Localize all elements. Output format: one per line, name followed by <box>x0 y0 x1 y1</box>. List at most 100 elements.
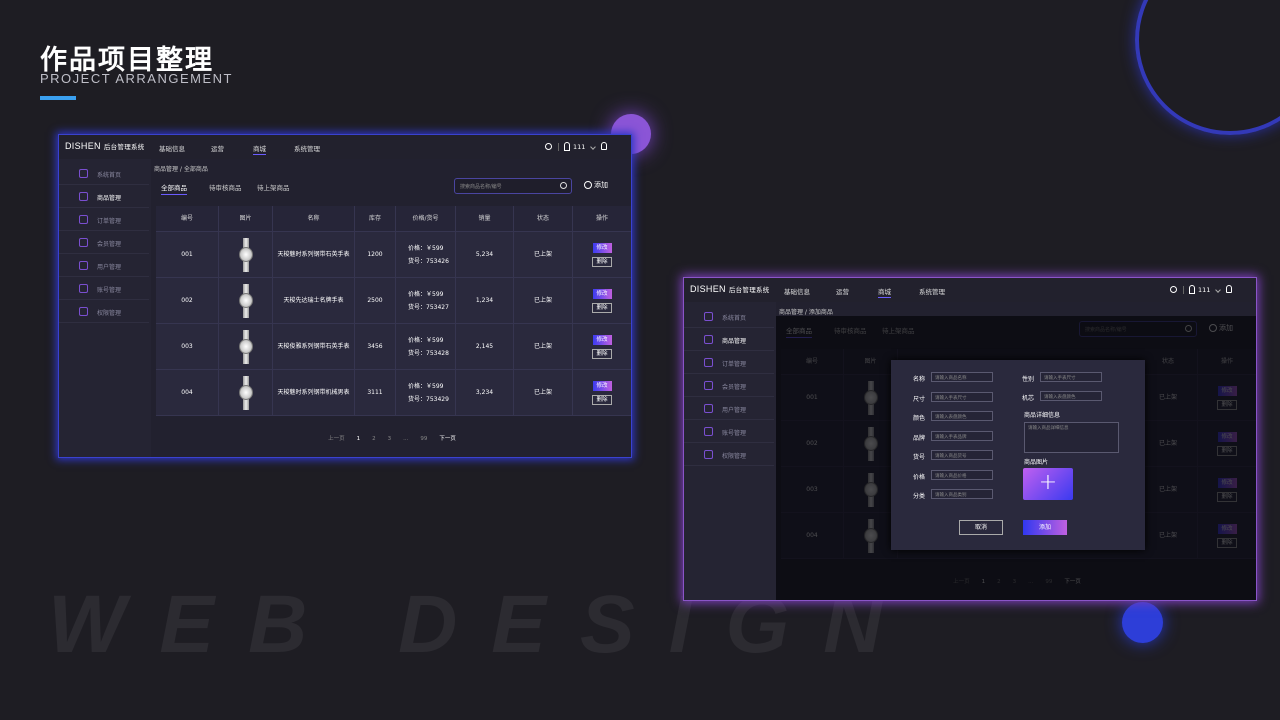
submit-button[interactable]: 添加 <box>1023 520 1067 535</box>
cell: 2500 <box>355 278 396 323</box>
field-input-4[interactable]: 请输入商品货号 <box>931 450 993 460</box>
cell: 002 <box>156 278 219 323</box>
field-input-2[interactable]: 请输入表盘颜色 <box>931 411 993 421</box>
user-name[interactable]: 111 <box>573 143 586 151</box>
field-input-5[interactable]: 请输入商品价格 <box>931 469 993 480</box>
cell: 价格：￥599 货号：753428 <box>396 324 456 369</box>
sidebar: 系统首页 商品管理 订单管理 会员管理 用户管理 账号管理 权限管理 <box>684 302 774 600</box>
detail-textarea[interactable]: 请输入商品详细信息 <box>1024 422 1119 453</box>
watch-image <box>238 375 253 410</box>
user-icon <box>79 261 88 270</box>
product-id: 004 <box>181 389 193 396</box>
edit-button[interactable]: 修改 <box>592 334 612 345</box>
sidebar-item-5[interactable]: 账号管理 <box>684 420 774 443</box>
sidebar-item-2[interactable]: 订单管理 <box>59 208 149 231</box>
search-icon[interactable] <box>545 143 552 150</box>
nav-item-3[interactable]: 系统管理 <box>919 288 945 296</box>
bell-icon[interactable] <box>601 142 607 150</box>
edit-button[interactable]: 修改 <box>592 380 612 391</box>
pagination: 上一页 1 2 3... 99 下一页 <box>151 434 631 442</box>
nav-item-0[interactable]: 基础信息 <box>159 145 185 153</box>
user-icon[interactable] <box>1189 285 1195 294</box>
chevron-down-icon[interactable] <box>590 144 596 150</box>
user-name[interactable]: 111 <box>1198 286 1211 294</box>
product-id: 003 <box>181 343 193 350</box>
cell: 2,145 <box>456 324 514 369</box>
user-icon[interactable] <box>564 142 570 151</box>
delete-button[interactable]: 删除 <box>592 394 612 405</box>
placeholder: 请输入商品货号 <box>935 454 967 459</box>
tab-0[interactable]: 全部商品 <box>161 182 187 195</box>
sidebar-item-0[interactable]: 系统首页 <box>59 162 149 185</box>
field-input-1[interactable]: 请输入手表尺寸 <box>931 391 993 402</box>
cancel-button[interactable]: 取消 <box>959 520 1003 535</box>
search-icon[interactable] <box>560 182 567 189</box>
page-3[interactable]: 3 <box>387 436 392 442</box>
sidebar-item-3[interactable]: 会员管理 <box>684 374 774 397</box>
nav-item-0[interactable]: 基础信息 <box>784 288 810 296</box>
search-icon[interactable] <box>1170 286 1177 293</box>
product-list-screen: DISHEN 后台管理系统 基础信息 运营 商城 系统管理 111 系统首页 商品管理 订单管理会… <box>58 134 632 458</box>
bell-icon[interactable] <box>1226 285 1232 293</box>
sidebar-item-label: 系统首页 <box>97 172 122 179</box>
product-sales: 1,234 <box>475 297 494 304</box>
sidebar-item-5[interactable]: 账号管理 <box>59 277 149 300</box>
table-row: 004 天梭魅时系列钢带机械男表 3111 价格：￥599 货号：753429 3,234… <box>156 370 631 416</box>
next-page-button[interactable]: 下一页 <box>439 436 456 442</box>
tab-1[interactable]: 待审核商品 <box>209 184 242 192</box>
field-label: 分类 <box>913 493 926 500</box>
cell: 001 <box>156 232 219 277</box>
decor-circle-blue <box>1122 602 1163 643</box>
delete-button[interactable]: 删除 <box>592 256 612 267</box>
placeholder: 请输入表盘颜色 <box>1044 395 1076 400</box>
product-name: 天梭俊雅系列钢带石英手表 <box>277 343 350 350</box>
page-99[interactable]: 99 <box>420 436 428 442</box>
field-input-6[interactable]: 请输入商品类别 <box>931 489 993 499</box>
sidebar-item-4[interactable]: 用户管理 <box>684 397 774 420</box>
chevron-down-icon[interactable] <box>1215 287 1221 293</box>
sidebar-item-0[interactable]: 系统首页 <box>684 305 774 328</box>
add-button[interactable]: 添加 <box>584 180 608 190</box>
nav-item-2[interactable]: 商城 <box>878 288 891 298</box>
image-upload-button[interactable]: + <box>1023 468 1073 500</box>
page-2[interactable]: 2 <box>372 436 376 442</box>
add-product-modal: 名称 请输入商品名称 尺寸 请输入手表尺寸 颜色 请输入表盘颜色 品牌 请输入手表品牌 货号 请输… <box>891 360 1145 550</box>
sidebar-item-4[interactable]: 用户管理 <box>59 254 149 277</box>
nav-item-1[interactable]: 运营 <box>836 288 849 296</box>
main-content: 商品管理 / 全部商品 全部商品 待审核商品 待上架商品 搜索商品名称/编号 添加 编号 图片… <box>151 159 631 457</box>
table-row: 001 天梭魅时系列钢带石英手表 1200 价格：￥599 货号：753426 5,234… <box>156 232 631 278</box>
product-sku: 货号：753426 <box>408 257 449 265</box>
delete-button[interactable]: 删除 <box>592 302 612 313</box>
watch-image <box>238 329 253 364</box>
cell: 价格：￥599 货号：753427 <box>396 278 456 323</box>
field-input-r0[interactable]: 请输入手表尺寸 <box>1040 372 1102 382</box>
cell: 修改删除 <box>573 232 631 277</box>
sidebar-item-1[interactable]: 商品管理 <box>59 185 149 208</box>
nav-item-1[interactable]: 运营 <box>211 145 224 153</box>
page-1[interactable]: 1 <box>356 436 361 442</box>
field-input-0[interactable]: 请输入商品名称 <box>931 372 993 382</box>
sidebar-item-6[interactable]: 权限管理 <box>59 300 149 323</box>
field-label: 品牌 <box>913 434 926 442</box>
sidebar-item-3[interactable]: 会员管理 <box>59 231 149 254</box>
sidebar-item-1[interactable]: 商品管理 <box>684 328 774 351</box>
cell <box>219 278 273 323</box>
nav-item-3[interactable]: 系统管理 <box>294 145 320 153</box>
edit-button[interactable]: 修改 <box>592 288 612 299</box>
column-header: 库存 <box>355 206 396 231</box>
shield-icon <box>79 307 88 316</box>
product-stock: 2500 <box>367 297 383 304</box>
cell: 价格：￥599 货号：753429 <box>396 370 456 415</box>
delete-button[interactable]: 删除 <box>592 348 612 359</box>
prev-page-button[interactable]: 上一页 <box>328 436 345 442</box>
field-input-r1[interactable]: 请输入表盘颜色 <box>1040 391 1102 401</box>
sidebar-item-6[interactable]: 权限管理 <box>684 443 774 466</box>
page-...[interactable]: ... <box>403 436 409 442</box>
tab-2[interactable]: 待上架商品 <box>257 184 290 192</box>
edit-button[interactable]: 修改 <box>592 242 612 253</box>
field-input-3[interactable]: 请输入手表品牌 <box>931 430 993 441</box>
nav-item-2[interactable]: 商城 <box>253 145 266 155</box>
sidebar-item-2[interactable]: 订单管理 <box>684 351 774 374</box>
detail-label: 商品详细信息 <box>1024 412 1061 419</box>
search-input[interactable]: 搜索商品名称/编号 <box>454 178 572 194</box>
